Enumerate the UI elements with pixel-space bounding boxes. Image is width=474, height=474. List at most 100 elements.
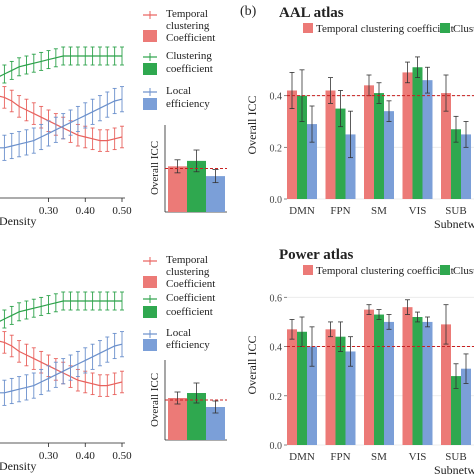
legend-label-local-1: Local: [166, 85, 191, 97]
bar: [374, 314, 384, 445]
legend-label-temporal-3: Coefficient: [166, 32, 215, 44]
left-top-legend: Temporal clustering Coefficient Clusteri…: [143, 8, 215, 110]
x-tick-label: FPN: [330, 451, 350, 463]
y-tick-label: 0.4: [270, 343, 283, 354]
left-top-line-chart: 0.30 0.40 0.50 Density: [0, 46, 132, 228]
x-tick-label: 0.30: [39, 450, 59, 462]
x-tick-label: 0.50: [112, 450, 132, 462]
bar: [422, 80, 433, 199]
power-atlas-bar-chart: Power atlas Temporal clustering coeffici…: [245, 247, 474, 474]
bar: [335, 108, 346, 199]
bar: [187, 160, 206, 212]
bar: [297, 95, 307, 199]
legend-label-temporal-3: Coefficient: [166, 278, 215, 290]
bar: [364, 85, 374, 199]
legend-label-temporal: Temporal clustering coefficient: [316, 265, 454, 277]
bar: [461, 134, 471, 199]
x-tick-label: DMN: [289, 451, 315, 463]
bar: [287, 329, 297, 445]
bar: [402, 72, 413, 199]
legend-label-local-2: efficiency: [166, 98, 210, 110]
x-tick-label: SUB: [445, 451, 466, 463]
legend-patch-temporal: [303, 23, 313, 33]
legend-patch-local: [143, 98, 157, 110]
legend-label-temporal-2: clustering: [166, 20, 210, 32]
y-tick-label: 0.2: [270, 392, 283, 403]
series-line: [0, 300, 122, 322]
x-tick-label: SUB: [445, 205, 466, 217]
legend-label-temporal-1: Temporal: [166, 8, 208, 20]
legend-label-clustering: Clust: [453, 265, 474, 277]
legend-label-temporal: Temporal clustering coefficient: [316, 23, 454, 35]
legend-label-clustering: Clust: [453, 23, 474, 35]
left-bottom-line-chart: 0.30 0.40 0.50 Density: [0, 291, 132, 473]
legend-patch-local: [143, 339, 157, 351]
bar: [441, 324, 451, 445]
x-tick-label: 0.40: [76, 450, 96, 462]
bar: [441, 93, 451, 199]
bar: [364, 309, 374, 445]
left-bottom-inset-bar-chart: Overall ICC: [149, 360, 227, 441]
inset-y-label: Overall ICC: [149, 141, 161, 195]
y-tick-label: 0.2: [270, 143, 283, 154]
x-tick-label: SM: [371, 205, 387, 217]
left-top-inset-bar-chart: Overall ICC: [149, 125, 227, 213]
x-tick-label: DMN: [289, 205, 315, 217]
legend-patch-temporal: [143, 276, 157, 288]
x-tick-label: 0.40: [76, 205, 96, 217]
y-axis-label: Overall ICC: [245, 336, 259, 395]
legend-label-clustering-1: Coefficient: [166, 292, 215, 304]
bar: [307, 346, 317, 445]
y-tick-label: 0.0: [270, 441, 283, 452]
x-axis-label: Subnetw: [434, 463, 474, 474]
aal-atlas-bar-chart: AAL atlas Temporal clustering coefficien…: [245, 5, 474, 231]
legend-patch-temporal: [143, 30, 157, 42]
panel-label-b: (b): [240, 4, 257, 19]
legend-patch-temporal: [303, 265, 313, 275]
y-tick-label: 0.4: [270, 92, 283, 103]
inset-y-label: Overall ICC: [149, 373, 161, 427]
legend-label-local-1: Local: [166, 327, 191, 339]
legend-patch-clustering: [440, 265, 450, 275]
legend-patch-clustering: [440, 23, 450, 33]
bar: [206, 176, 225, 212]
bar: [384, 321, 394, 445]
legend-label-local-2: efficiency: [166, 339, 210, 351]
bar: [168, 166, 187, 212]
bar: [461, 368, 471, 445]
bar: [297, 331, 307, 445]
bar: [374, 93, 384, 199]
bar: [422, 321, 433, 445]
y-tick-label: 0.0: [270, 195, 283, 206]
y-tick-label: 0.6: [270, 293, 283, 304]
legend-label-clustering-1: Clustering: [166, 50, 212, 62]
legend-patch-clustering: [143, 63, 157, 75]
chart-title: Power atlas: [279, 247, 353, 263]
bar: [287, 90, 297, 199]
bar: [325, 90, 336, 199]
left-bottom-legend: Temporal clustering Coefficient Coeffici…: [143, 254, 215, 351]
bar: [206, 407, 225, 440]
x-tick-label: FPN: [330, 205, 350, 217]
x-tick-label: VIS: [409, 205, 427, 217]
chart-title: AAL atlas: [279, 5, 344, 21]
bar: [187, 393, 206, 440]
legend-label-temporal-1: Temporal: [166, 254, 208, 266]
bar: [307, 124, 317, 199]
bar: [384, 111, 394, 199]
bar: [412, 67, 423, 199]
legend-label-clustering-2: coefficient: [166, 63, 213, 75]
x-axis-label: Density: [0, 214, 36, 228]
bar: [345, 134, 356, 199]
y-axis-label: Overall ICC: [245, 96, 259, 155]
legend-label-clustering-2: coefficient: [166, 306, 213, 318]
bar: [451, 376, 461, 445]
legend-label-temporal-2: clustering: [166, 266, 210, 278]
legend-patch-clustering: [143, 306, 157, 318]
x-axis-label: Subnetw: [434, 217, 474, 231]
x-tick-label: VIS: [409, 451, 427, 463]
bar: [345, 351, 356, 445]
bar: [168, 398, 187, 440]
bar: [335, 336, 346, 445]
